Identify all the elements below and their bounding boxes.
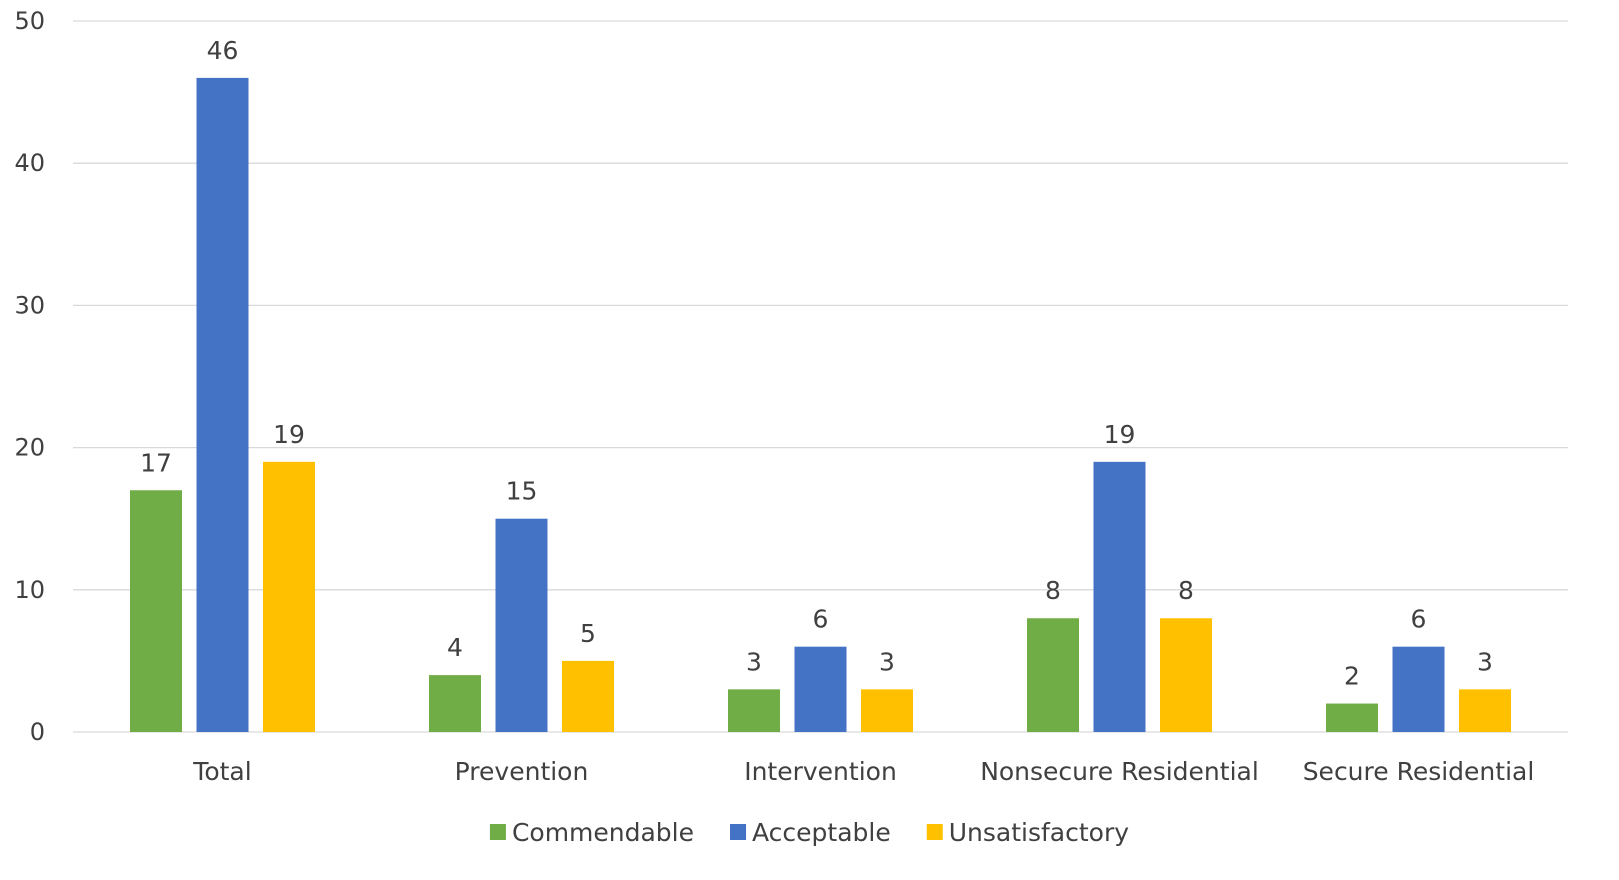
- data-label: 8: [1178, 576, 1194, 605]
- data-label: 15: [506, 477, 538, 506]
- data-label: 3: [746, 647, 762, 676]
- data-label: 17: [140, 448, 172, 477]
- legend-swatch-unsatisfactory: [926, 824, 943, 840]
- bar-acceptable-intervention: [794, 646, 847, 732]
- y-tick-label: 50: [14, 7, 45, 35]
- bar-unsatisfactory-prevention: [562, 660, 614, 732]
- data-label: 6: [813, 605, 829, 634]
- data-label: 8: [1045, 576, 1061, 605]
- bar-unsatisfactory-intervention: [861, 689, 913, 732]
- legend-label-acceptable: Acceptable: [752, 818, 891, 847]
- bar-commendable-secure-residential: [1326, 703, 1378, 732]
- data-label: 4: [447, 633, 463, 662]
- bar-acceptable-prevention: [495, 518, 548, 732]
- data-label: 5: [580, 619, 596, 648]
- data-label: 19: [1104, 420, 1136, 449]
- x-category-label: Secure Residential: [1303, 757, 1535, 786]
- data-label: 6: [1411, 605, 1427, 634]
- bar-commendable-nonsecure-residential: [1027, 618, 1079, 732]
- bar-commendable-total: [130, 490, 182, 732]
- bar-unsatisfactory-nonsecure-residential: [1160, 618, 1212, 732]
- bar-acceptable-secure-residential: [1392, 646, 1445, 732]
- bars: [130, 77, 1511, 732]
- data-label: 2: [1344, 662, 1360, 691]
- bar-acceptable-nonsecure-residential: [1093, 461, 1146, 732]
- bar-unsatisfactory-total: [263, 461, 315, 732]
- x-category-label: Prevention: [455, 757, 589, 786]
- x-category-label: Total: [192, 757, 251, 786]
- legend-label-unsatisfactory: Unsatisfactory: [949, 818, 1130, 847]
- bar-commendable-intervention: [728, 689, 780, 732]
- legend-label-commendable: Commendable: [512, 818, 694, 847]
- data-label: 19: [273, 420, 305, 449]
- x-category-label: Nonsecure Residential: [980, 757, 1259, 786]
- x-axis-category-labels: Total Prevention Intervention Nonsecure Res…: [192, 757, 1534, 786]
- y-tick-label: 30: [14, 291, 45, 319]
- x-category-label: Intervention: [744, 757, 897, 786]
- legend-swatch-commendable: [489, 824, 506, 840]
- legend: Commendable Acceptable Unsatisfactory: [489, 818, 1130, 847]
- gridlines: [73, 20, 1568, 733]
- y-tick-label: 10: [14, 576, 45, 604]
- y-axis-tick-labels: 0 10 20 30 40 50: [14, 7, 45, 746]
- data-label: 3: [879, 647, 895, 676]
- y-tick-label: 40: [14, 149, 45, 177]
- data-labels: 17 46 19 4 15 5 3 6 3 8 19 8 2 6 3: [140, 36, 1493, 691]
- bar-commendable-prevention: [429, 675, 481, 732]
- y-tick-label: 0: [30, 718, 45, 746]
- legend-swatch-acceptable: [730, 824, 747, 840]
- bar-acceptable-total: [196, 77, 249, 732]
- data-label: 3: [1477, 647, 1493, 676]
- data-label: 46: [207, 36, 239, 65]
- y-tick-label: 20: [14, 434, 45, 462]
- bar-unsatisfactory-secure-residential: [1459, 689, 1511, 732]
